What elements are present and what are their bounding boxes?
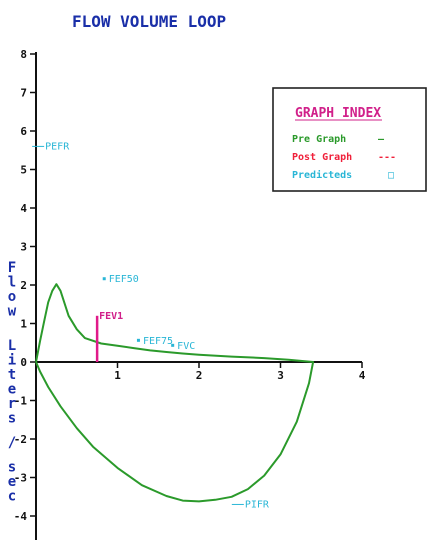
legend-item-post: Post Graph [292, 152, 352, 163]
y-tick-label: -3 [14, 472, 27, 485]
annotation-layer: PEFR FEF50 FEF75 FVC PIFR [32, 141, 270, 510]
y-tick-label: 5 [20, 164, 27, 177]
legend-marker-predicted: □ [388, 170, 394, 181]
legend-item-predicted: Predicteds [292, 169, 352, 181]
legend-marker-post: --- [378, 152, 396, 163]
chart-title: FLOW VOLUME LOOP [72, 12, 226, 31]
annotation-point [171, 343, 175, 347]
y-tick-label: 1 [20, 318, 27, 331]
y-tick-label: 0 [20, 356, 27, 369]
y-tick-label: 2 [20, 279, 27, 292]
annotation-point [102, 277, 106, 281]
legend: GRAPH INDEX Pre Graph — Post Graph --- P… [272, 87, 427, 192]
y-tick-label: 8 [20, 48, 27, 61]
y-tick-label: 3 [20, 241, 27, 254]
legend-box [272, 87, 427, 192]
annotation-label: PIFR [245, 499, 270, 510]
series-layer [35, 283, 315, 503]
legend-item-pre: Pre Graph [292, 134, 346, 145]
x-tick-label: 4 [359, 369, 366, 382]
x-tick-label: 1 [114, 369, 121, 382]
y-tick-label: -4 [14, 510, 28, 523]
y-tick-label: 4 [20, 202, 27, 215]
y-tick-label: 6 [20, 125, 27, 138]
x-tick-label: 2 [196, 369, 203, 382]
annotation-point [136, 338, 140, 342]
legend-marker-pre: — [378, 134, 385, 145]
annotation-fef50: FEF50 [102, 274, 139, 285]
annotation-pefr: PEFR [32, 141, 70, 152]
series-line-0 [35, 283, 315, 503]
y-ticks: 8 7 6 5 4 3 2 1 0 -1 -2 -3 -4 [14, 48, 36, 523]
fev1-label: FEV1 [99, 311, 123, 322]
y-tick-label: -2 [14, 433, 27, 446]
annotation-fvc: FVC [171, 341, 195, 352]
marker-layer: FEV1 [95, 311, 123, 362]
annotation-label: FVC [177, 341, 195, 352]
y-tick-label: 7 [20, 87, 27, 100]
x-ticks: 1 2 3 4 [114, 362, 366, 382]
annotation-fef75: FEF75 [136, 336, 173, 347]
annotation-label: PEFR [45, 141, 70, 152]
legend-title: GRAPH INDEX [295, 106, 381, 121]
y-tick-label: -1 [14, 395, 28, 408]
annotation-label: FEF75 [143, 336, 173, 347]
annotation-label: FEF50 [109, 274, 139, 285]
x-tick-label: 3 [277, 369, 284, 382]
annotation-pifr: PIFR [231, 499, 270, 510]
